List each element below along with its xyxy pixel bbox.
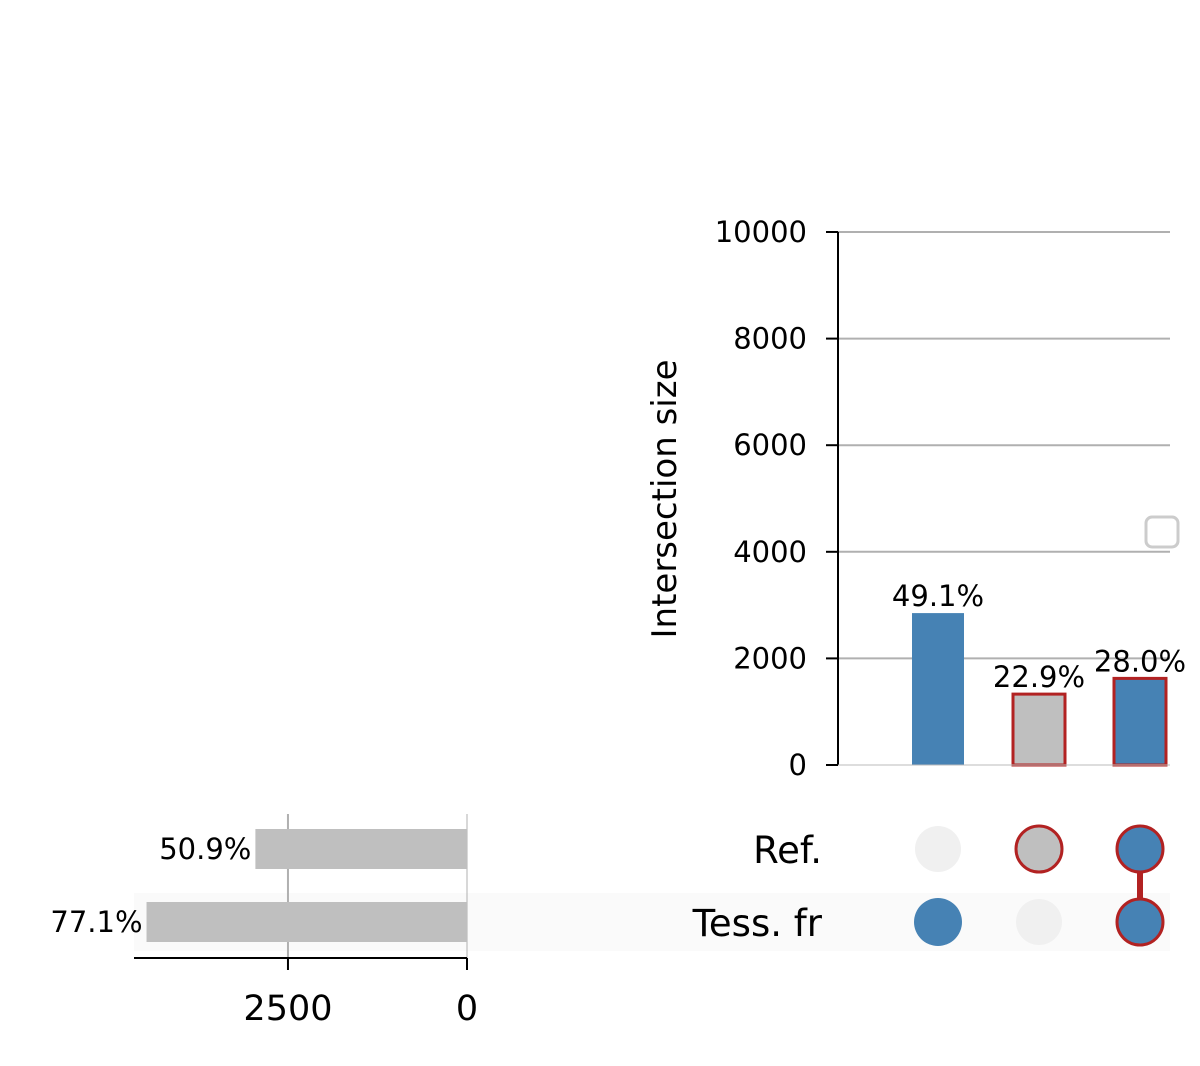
legend-box (1144, 515, 1180, 549)
intersection-bar (1112, 676, 1168, 767)
set-size-ticks: 2500 0 (243, 958, 478, 1029)
set-size-label: 77.1% (50, 905, 142, 939)
matrix-dot-active (1014, 824, 1064, 874)
y-tick-label: 4000 (733, 535, 807, 569)
matrix-dot-active (1115, 824, 1165, 874)
set-size-bar (255, 829, 467, 869)
y-tick-label: 8000 (733, 322, 807, 356)
intersection-y-ticks: 0 2000 4000 6000 8000 10000 (715, 215, 838, 782)
matrix-dot-active (914, 898, 962, 946)
membership-matrix (914, 824, 1165, 947)
intersection-gridlines (838, 231, 1170, 660)
bar-value-label: 22.9% (993, 660, 1085, 694)
bar-value-label: 49.1% (892, 579, 984, 613)
matrix-dot-active (1115, 897, 1165, 947)
intersection-bar-labels: 49.1% 22.9% 28.0% (892, 579, 1186, 694)
y-tick-label: 0 (789, 748, 807, 782)
x-tick-label: 2500 (243, 989, 332, 1029)
intersection-bar (1011, 692, 1067, 767)
set-names: Ref. Tess. fr (692, 829, 823, 945)
intersection-y-axis-label: Intersection size (645, 360, 685, 639)
bar-value-label: 28.0% (1094, 644, 1186, 678)
set-name: Tess. fr (692, 902, 823, 945)
set-name: Ref. (753, 829, 822, 872)
set-size-labels: 50.9% 77.1% (50, 832, 251, 939)
set-size-bar (146, 902, 467, 942)
intersection-bars (912, 613, 1168, 767)
y-tick-label: 2000 (733, 641, 807, 675)
matrix-dot-inactive (1016, 899, 1062, 945)
set-size-label: 50.9% (159, 832, 251, 866)
set-size-bars (146, 829, 467, 942)
x-tick-label: 0 (456, 989, 478, 1029)
matrix-dot-inactive (915, 826, 961, 872)
y-tick-label: 6000 (733, 428, 807, 462)
intersection-bar (912, 613, 964, 765)
y-tick-label: 10000 (715, 215, 807, 249)
